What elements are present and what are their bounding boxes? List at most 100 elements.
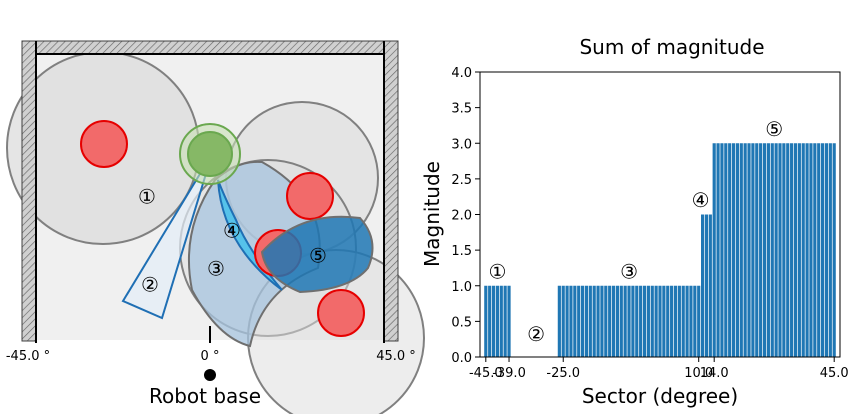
bar-28 bbox=[766, 143, 770, 357]
region-5 bbox=[260, 215, 374, 294]
bar-15 bbox=[716, 143, 720, 357]
wall-top bbox=[35, 40, 385, 55]
bar--16 bbox=[596, 285, 600, 357]
bar-23 bbox=[747, 143, 751, 357]
bar--24 bbox=[565, 285, 569, 357]
bar--13 bbox=[608, 285, 612, 357]
annotation-4: ④ bbox=[692, 188, 710, 212]
obstacle-4 bbox=[317, 289, 365, 337]
bar-37 bbox=[801, 143, 805, 357]
bar-16 bbox=[720, 143, 724, 357]
workspace-diagram: ① ② ③ ④ ⑤ -45.0 ° 0 ° 45.0 ° Robot base bbox=[6, 40, 425, 414]
bar--17 bbox=[592, 285, 596, 357]
bar--20 bbox=[580, 285, 585, 357]
bar-2 bbox=[666, 285, 670, 357]
region-2-wedge bbox=[121, 153, 213, 320]
bar--44 bbox=[488, 285, 492, 357]
bar-22 bbox=[743, 143, 747, 357]
annotations: ① ② ③ ④ ⑤ bbox=[488, 117, 783, 346]
bar-6 bbox=[681, 285, 685, 357]
bar-12 bbox=[704, 214, 709, 357]
annotation-5: ⑤ bbox=[765, 117, 783, 141]
region-label-3: ③ bbox=[207, 257, 225, 281]
x-tick-label: 14.0 bbox=[700, 366, 729, 381]
bar-32 bbox=[782, 143, 786, 357]
bar-33 bbox=[786, 143, 790, 357]
x-axis: -45.0-39.0 -25.0 10.014.0 45.0 bbox=[469, 357, 849, 381]
bar-9 bbox=[693, 285, 697, 357]
bar-19 bbox=[731, 143, 736, 357]
y-tick-label: 0.5 bbox=[451, 315, 472, 330]
bar--22 bbox=[573, 285, 577, 357]
bar--18 bbox=[588, 285, 592, 357]
robot-base-label: Robot base bbox=[149, 384, 261, 408]
bar--5 bbox=[639, 285, 643, 357]
bar-chart: Sum of magnitude 0.0 0.5 1.0 1.5 2.0 2.5 3.0 3.… bbox=[420, 35, 849, 408]
bar--21 bbox=[577, 285, 581, 357]
bar--25 bbox=[561, 285, 565, 357]
bar--3 bbox=[646, 285, 650, 357]
bar-4 bbox=[673, 285, 678, 357]
bars-group bbox=[484, 143, 836, 357]
y-tick-label: 2.5 bbox=[451, 173, 472, 188]
region-label-5: ⑤ bbox=[309, 244, 327, 268]
region-label-1: ① bbox=[138, 185, 156, 209]
y-axis-label: Magnitude bbox=[420, 161, 444, 267]
target bbox=[187, 131, 233, 177]
bar--10 bbox=[619, 285, 623, 357]
annotation-2: ② bbox=[527, 322, 545, 346]
y-tick-label: 4.0 bbox=[451, 66, 472, 81]
wall-right bbox=[383, 40, 399, 342]
y-tick-label: 2.0 bbox=[451, 209, 472, 224]
obstacle-1 bbox=[80, 120, 128, 168]
bar--8 bbox=[627, 285, 631, 357]
bar-27 bbox=[762, 143, 767, 357]
annotation-1: ① bbox=[488, 259, 506, 283]
bar--26 bbox=[557, 285, 561, 357]
bar-14 bbox=[712, 143, 716, 357]
annotation-3: ③ bbox=[620, 259, 638, 283]
bar--43 bbox=[491, 285, 496, 357]
region-label-2: ② bbox=[141, 273, 159, 297]
bar-29 bbox=[770, 143, 774, 357]
bar-20 bbox=[735, 143, 740, 357]
bar--4 bbox=[642, 285, 647, 357]
bar-8 bbox=[689, 285, 693, 357]
bar--1 bbox=[654, 285, 658, 357]
bar-24 bbox=[751, 143, 755, 357]
wall-left bbox=[21, 40, 37, 342]
x-tick-label-left: -45.0 ° bbox=[6, 349, 50, 364]
obstacle-2 bbox=[286, 172, 334, 220]
bar-45 bbox=[832, 143, 836, 357]
bar-42 bbox=[820, 143, 825, 357]
x-tick-label-center: 0 ° bbox=[201, 349, 220, 364]
bar-3 bbox=[670, 285, 674, 357]
y-tick-label: 0.0 bbox=[451, 351, 472, 366]
bar--14 bbox=[604, 285, 608, 357]
y-tick-label: 1.0 bbox=[451, 280, 472, 295]
bar-38 bbox=[805, 143, 809, 357]
bar--7 bbox=[631, 285, 635, 357]
bar-31 bbox=[778, 143, 782, 357]
bar-7 bbox=[685, 285, 689, 357]
x-tick-label-right: 45.0 ° bbox=[376, 349, 416, 364]
bar--41 bbox=[499, 285, 503, 357]
bar-0 bbox=[658, 285, 662, 357]
bar-17 bbox=[724, 143, 728, 357]
bar--42 bbox=[495, 285, 500, 357]
bar--23 bbox=[569, 285, 573, 357]
x-tick-label: -39.0 bbox=[492, 366, 526, 381]
bar-36 bbox=[797, 143, 801, 357]
bar--19 bbox=[584, 285, 589, 357]
bar--9 bbox=[623, 285, 627, 357]
bar-26 bbox=[759, 143, 763, 357]
bar-21 bbox=[739, 143, 743, 357]
y-axis: 0.0 0.5 1.0 1.5 2.0 2.5 3.0 3.5 4.0 bbox=[451, 66, 480, 366]
bar--39 bbox=[507, 285, 511, 357]
bar-30 bbox=[774, 143, 778, 357]
x-tick-label: 45.0 bbox=[820, 366, 849, 381]
plot-frame bbox=[479, 71, 841, 358]
bar-35 bbox=[793, 143, 798, 357]
x-tick-label: -25.0 bbox=[546, 366, 580, 381]
